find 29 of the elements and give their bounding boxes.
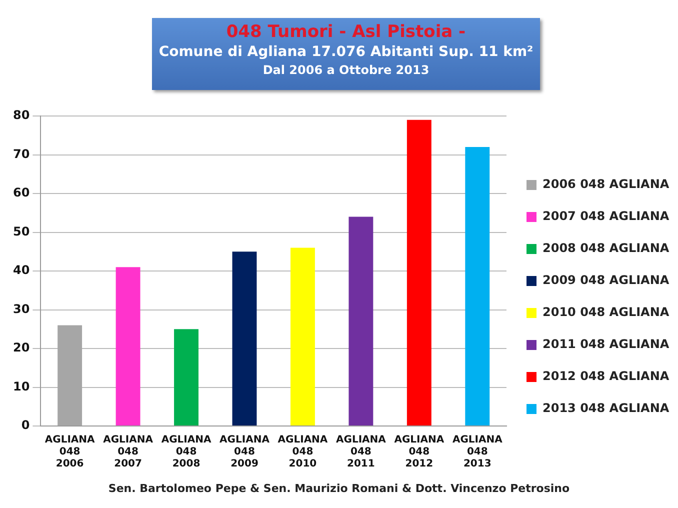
legend-label: 2010 048 AGLIANA (542, 305, 670, 320)
x-tick-label: AGLIANA 048 2007 (103, 434, 154, 470)
legend-label: 2013 048 AGLIANA (542, 401, 670, 416)
x-tick-label: AGLIANA 048 2008 (161, 434, 212, 470)
y-tick-label: 50 (12, 224, 30, 238)
x-tick-label: AGLIANA 048 2010 (278, 434, 328, 470)
y-tick-label: 80 (12, 108, 30, 122)
x-tick-label: AGLIANA 048 2006 (44, 434, 96, 470)
x-tick-label: AGLIANA 048 2012 (394, 434, 444, 470)
y-tick-label: 40 (12, 263, 30, 278)
legend-label: 2006 048 AGLIANA (542, 177, 670, 192)
x-tick-label: AGLIANA 048 2009 (220, 434, 270, 470)
legend-label: 2008 048 AGLIANA (542, 241, 670, 256)
y-tick-label: 70 (12, 146, 30, 161)
x-tick-label: AGLIANA 048 2011 (336, 434, 386, 470)
y-tick-label: 0 (21, 418, 30, 432)
y-tick-label: 20 (12, 340, 30, 355)
y-tick-label: 10 (12, 379, 30, 394)
legend-label: 2011 048 AGLIANA (542, 337, 670, 352)
y-tick-label: 60 (12, 186, 30, 200)
text: Dal 2006 a Ottobre 2013 (262, 63, 430, 77)
x-tick-label: AGLIANA 048 2013 (452, 434, 503, 470)
legend-label: 2009 048 AGLIANA (542, 273, 670, 288)
chart-title: 048 Tumori - Asl Pistoia - (225, 22, 467, 42)
chart-subtitle: Comune di Agliana 17.076 Abitanti Sup. 11 km² (158, 44, 534, 60)
legend-label: 2012 048 AGLIANA (542, 369, 670, 384)
legend-label: 2007 048 AGLIANA (542, 209, 670, 224)
text: Sen. Bartolomeo Pepe & Sen. Maurizio Romani & Dott. Vincenzo Petrosino (107, 482, 571, 495)
y-tick-label: 30 (12, 302, 30, 316)
